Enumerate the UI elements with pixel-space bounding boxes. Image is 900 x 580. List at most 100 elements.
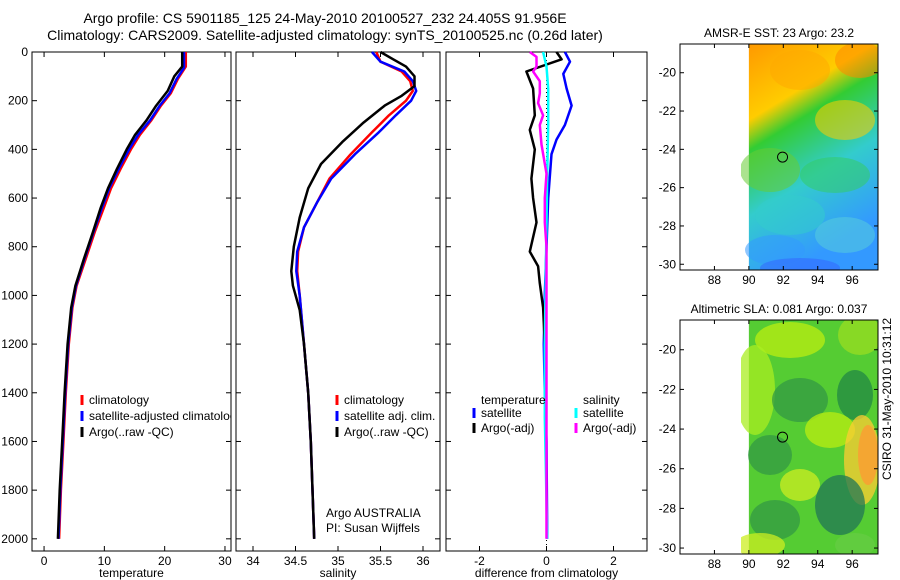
y-tick-label: 1200 <box>1 337 28 351</box>
sst-patch <box>741 148 800 192</box>
x-tick-label: 0 <box>41 554 48 568</box>
sla-patch <box>815 475 865 535</box>
y-tick-label: 800 <box>8 240 28 254</box>
sla_map-axes-box <box>679 319 879 555</box>
sst_map-field <box>741 44 878 270</box>
y-tick-label: 1400 <box>1 386 28 400</box>
x-tick-label: 88 <box>708 557 722 571</box>
sst_map-panel: 88 90 92 94 96 -20 -22 -24 -26 -28 -30 AMSR-E SST: … <box>659 26 879 287</box>
x-tick-label: 34 <box>246 554 260 568</box>
y-tick-label: 1000 <box>1 288 28 302</box>
legend-label: climatology <box>89 393 149 407</box>
legend-heading-temperature: temperature <box>481 393 546 407</box>
y-tick-label: 1600 <box>1 434 28 448</box>
sla-patch <box>835 533 875 554</box>
sla-patch <box>858 425 878 485</box>
y-tick-label: -22 <box>659 382 677 396</box>
sla-patch <box>741 533 785 554</box>
legend-heading-salinity: salinity <box>583 393 620 407</box>
x-tick-label: 94 <box>811 557 825 571</box>
legend-label: satellite <box>583 406 624 420</box>
sst-patch <box>800 157 870 193</box>
sla-patch <box>805 412 855 448</box>
y-tick-label: -24 <box>659 142 677 156</box>
sst-patch <box>760 258 840 270</box>
salinity-x-label: salinity <box>320 566 357 580</box>
sla-patch <box>748 435 792 475</box>
x-tick-label: 94 <box>811 273 825 287</box>
x-tick-label: 90 <box>742 557 756 571</box>
x-tick-label: 20 <box>158 554 172 568</box>
sst-patch <box>755 195 825 235</box>
y-tick-label: -22 <box>659 104 677 118</box>
legend-label: climatology <box>344 393 404 407</box>
sst-patch <box>835 44 878 78</box>
legend-label: satellite adj. clim. <box>344 409 435 423</box>
y-tick-label: 400 <box>8 142 28 156</box>
legend-label: satellite <box>481 406 522 420</box>
float-owner-annotation: Argo AUSTRALIA <box>326 506 421 520</box>
sla_map-title: Altimetric SLA: 0.081 Argo: 0.037 <box>691 302 868 316</box>
figure-title-line-2: Climatology: CARS2009. Satellite-adjuste… <box>47 27 603 43</box>
sla-patch <box>755 322 825 358</box>
sst-patch <box>815 100 875 140</box>
series-line-argo-raw-qc- <box>56 52 184 539</box>
x-tick-label: 10 <box>98 554 112 568</box>
x-tick-label: 35 <box>331 554 345 568</box>
pi-annotation: PI: Susan Wijffels <box>326 521 420 535</box>
salinity-legend: climatology satellite adj. clim. Argo(..ra… <box>335 393 435 439</box>
figure-title-line-1: Argo profile: CS 5901185_125 24-May-2010… <box>83 10 567 26</box>
y-tick-label: -26 <box>659 181 677 195</box>
x-tick-label: 35.5 <box>369 554 393 568</box>
sla_map-panel: 88 90 92 94 96 -20 -22 -24 -26 -28 -30 Altimetric S… <box>659 302 879 571</box>
temperature-axes-box <box>31 51 232 552</box>
sst-patch <box>745 235 805 265</box>
y-tick-label: -30 <box>659 257 677 271</box>
sst_map-title: AMSR-E SST: 23 Argo: 23.2 <box>704 26 854 40</box>
y-tick-label: 2000 <box>1 532 28 546</box>
y-tick-label: -28 <box>659 501 677 515</box>
x-tick-label: 92 <box>777 557 791 571</box>
legend-label: satellite-adjusted climatolog <box>89 409 236 423</box>
y-tick-label: -30 <box>659 541 677 555</box>
argo-position-marker <box>777 151 789 163</box>
x-tick-label: 36 <box>416 554 430 568</box>
sst-patch <box>815 217 875 253</box>
y-tick-label: 1800 <box>1 483 28 497</box>
sla-patch <box>838 320 878 355</box>
difference-legend: temperature salinitysatelliteArgo(-adj)sa… <box>472 393 636 435</box>
sla_map-field <box>741 320 878 554</box>
temperature-panel: 0 10 20 30 0 200 400 600 800 1000 1200 1400 1600 1800… <box>1 45 236 580</box>
series-line-salinity-argo-adj- <box>529 50 548 539</box>
temperature-x-label: temperature <box>99 566 164 580</box>
legend-label: Argo(-adj) <box>481 421 534 435</box>
y-tick-label: -20 <box>659 343 677 357</box>
legend-label: Argo(..raw -QC) <box>344 425 429 439</box>
series-line-argo-raw-qc- <box>290 50 416 539</box>
series-line-temperature-argo-adj- <box>525 51 563 345</box>
series-line-salinity-satellite <box>541 51 550 539</box>
x-tick-label: 96 <box>845 557 859 571</box>
legend-label: Argo(-adj) <box>583 421 636 435</box>
y-tick-label: -20 <box>659 66 677 80</box>
sla-patch <box>837 370 873 420</box>
x-tick-label: 88 <box>708 273 722 287</box>
y-tick-label: -26 <box>659 462 677 476</box>
salinity-axes-box <box>235 51 441 552</box>
x-tick-label: 90 <box>742 273 756 287</box>
x-tick-label: 2 <box>610 554 617 568</box>
x-tick-label: 0 <box>543 554 550 568</box>
x-tick-label: 92 <box>777 273 791 287</box>
sla-patch <box>750 500 800 540</box>
x-tick-label: 30 <box>218 554 232 568</box>
y-tick-label: -28 <box>659 219 677 233</box>
temperature-legend: climatology satellite-adjusted climatolog… <box>80 393 236 439</box>
difference-x-label: difference from climatology <box>475 566 618 580</box>
argo-position-marker <box>777 431 789 443</box>
sla-patch <box>741 345 775 435</box>
sla-patch <box>772 378 828 422</box>
y-tick-label: 200 <box>8 94 28 108</box>
sst-patch <box>770 50 830 90</box>
